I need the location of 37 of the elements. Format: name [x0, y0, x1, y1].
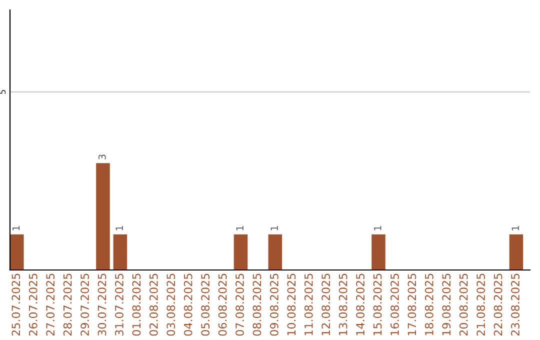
x-tick-label: 09.08.2025: [270, 274, 278, 336]
x-tick-label: 29.07.2025: [80, 274, 89, 336]
x-tick-label: 02.08.2025: [149, 274, 158, 336]
x-tick-label: 05.08.2025: [201, 274, 210, 336]
data-label: 1: [270, 226, 278, 230]
x-tick-label: 17.08.2025: [408, 274, 416, 336]
x-tick-label: 31.07.2025: [115, 274, 124, 336]
data-label: 1: [512, 226, 519, 230]
x-tick-label: 28.07.2025: [63, 274, 72, 336]
data-label: 1: [374, 226, 382, 230]
x-tick-label: 16.08.2025: [390, 274, 399, 336]
x-tick-label: 13.08.2025: [338, 274, 348, 336]
x-tick-label: 07.08.2025: [236, 274, 244, 336]
x-tick-label: 10.08.2025: [287, 274, 296, 336]
x-tick-label: 20.08.2025: [459, 274, 468, 336]
x-tick-label: 12.08.2025: [322, 274, 330, 336]
x-tick-label: 11.08.2025: [304, 274, 313, 336]
x-tick-label: 15.08.2025: [373, 274, 382, 336]
x-tick-label: 27.07.2025: [46, 274, 55, 336]
data-label: 1: [12, 226, 20, 230]
x-tick-label: 03.08.2025: [166, 274, 176, 336]
x-tick-label: 25.07.2025: [12, 274, 20, 336]
data-label: 1: [236, 226, 244, 230]
x-tick-label: 04.08.2025: [184, 274, 192, 336]
x-tick-label: 06.08.2025: [218, 274, 227, 336]
x-tick-label: 14.08.2025: [356, 274, 364, 336]
x-tick-label: 18.08.2025: [424, 274, 434, 336]
x-tick-label: 01.08.2025: [132, 274, 141, 336]
x-tick-label: 19.08.2025: [442, 274, 451, 336]
x-tick-label: 30.07.2025: [98, 274, 106, 336]
x-tick-label: 26.07.2025: [28, 274, 38, 336]
data-label: 1: [116, 226, 123, 230]
x-tick-label: 22.08.2025: [494, 274, 502, 336]
x-tick-label: 21.08.2025: [476, 274, 486, 336]
data-label: 3: [98, 154, 106, 160]
x-tick-label: 08.08.2025: [252, 274, 262, 336]
x-tick-label: 23.08.2025: [511, 274, 520, 336]
